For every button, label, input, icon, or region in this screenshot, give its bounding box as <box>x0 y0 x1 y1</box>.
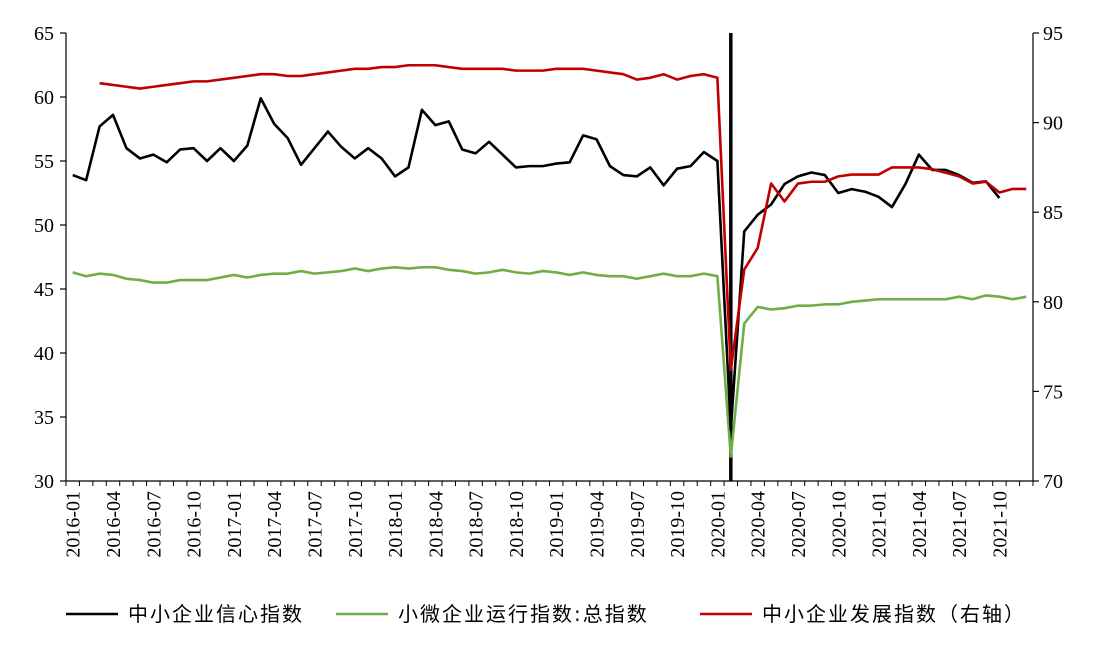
x-tick-label: 2016-01 <box>63 491 85 558</box>
legend-label-1: 中小企业信心指数 <box>128 602 304 626</box>
x-tick-label: 2017-07 <box>304 491 326 558</box>
series-line-1 <box>72 96 1001 432</box>
x-tick-label: 2021-07 <box>949 491 971 558</box>
x-tick-label: 2020-01 <box>707 491 729 558</box>
series-line-2 <box>72 265 1027 458</box>
right-tick-label: 80 <box>1043 292 1063 314</box>
left-tick-label: 45 <box>34 279 54 301</box>
right-tick-label: 70 <box>1043 471 1063 493</box>
left-tick-label: 30 <box>34 471 54 493</box>
right-tick-label: 85 <box>1043 202 1063 224</box>
right-tick-label: 95 <box>1043 23 1063 45</box>
left-tick-label: 35 <box>34 407 54 429</box>
x-tick-label: 2019-04 <box>587 491 609 558</box>
x-tick-label: 2016-10 <box>184 491 206 558</box>
x-tick-label: 2021-04 <box>909 491 931 558</box>
x-tick-label: 2019-10 <box>667 491 689 558</box>
x-tick-label: 2017-04 <box>264 491 286 558</box>
legend-label-3: 中小企业发展指数（右轴） <box>762 602 1026 626</box>
x-tick-label: 2020-10 <box>828 491 850 558</box>
right-tick-label: 75 <box>1043 381 1063 403</box>
left-tick-label: 40 <box>34 343 54 365</box>
legend: 中小企业信心指数 小微企业运行指数:总指数 中小企业发展指数（右轴） <box>66 602 1026 626</box>
left-tick-label: 50 <box>34 215 54 237</box>
x-tick-label: 2019-01 <box>546 491 568 558</box>
left-tick-label: 60 <box>34 87 54 109</box>
x-tick-label: 2019-07 <box>627 491 649 558</box>
axes: 30 35 40 45 50 55 60 65 70 75 80 85 90 95 2016-01 2016-… <box>34 23 1063 558</box>
x-tick-label: 2020-07 <box>788 491 810 558</box>
x-tick-label: 2018-01 <box>385 491 407 558</box>
x-tick-label: 2017-01 <box>224 491 246 558</box>
series-lines <box>72 33 1027 481</box>
x-tick-label: 2020-04 <box>748 491 770 558</box>
x-tick-label: 2017-10 <box>345 491 367 558</box>
left-tick-label: 65 <box>34 23 54 45</box>
left-tick-label: 55 <box>34 151 54 173</box>
x-tick-label: 2018-07 <box>466 491 488 558</box>
x-tick-label: 2018-04 <box>425 491 447 558</box>
legend-label-2: 小微企业运行指数:总指数 <box>398 602 649 626</box>
x-tick-label: 2016-04 <box>103 491 125 558</box>
x-tick-label: 2021-10 <box>989 491 1011 558</box>
series-line-3 <box>99 63 1027 372</box>
right-tick-label: 90 <box>1043 113 1063 135</box>
x-tick-label: 2018-10 <box>506 491 528 558</box>
x-tick-label: 2021-01 <box>869 491 891 558</box>
x-tick-label: 2016-07 <box>143 491 165 558</box>
